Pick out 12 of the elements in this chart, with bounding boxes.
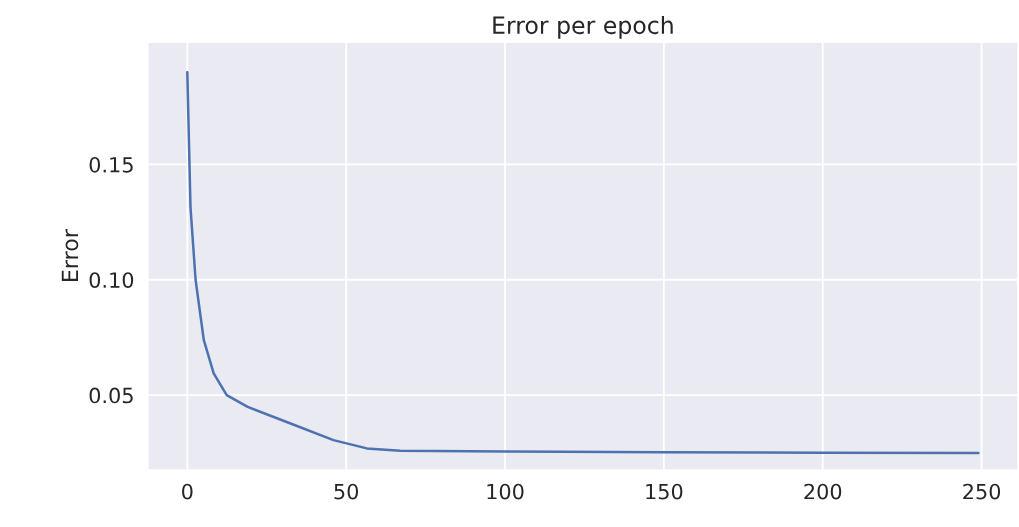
x-tick-label: 200	[804, 483, 842, 500]
x-tick-label: 50	[334, 483, 359, 500]
x-tick-label: 0	[182, 483, 193, 500]
y-tick-label: 0.15	[89, 156, 133, 173]
x-tick-label: 100	[487, 483, 524, 500]
x-tick-label: 250	[963, 483, 1001, 500]
y-tick-label: 0.10	[89, 272, 134, 288]
y-axis-title: Error	[61, 229, 79, 282]
y-tick-label: 0.05	[89, 387, 133, 404]
x-tick-label: 150	[646, 483, 683, 500]
chart-title: Error per epoch	[493, 15, 673, 39]
line-series	[186, 70, 980, 455]
